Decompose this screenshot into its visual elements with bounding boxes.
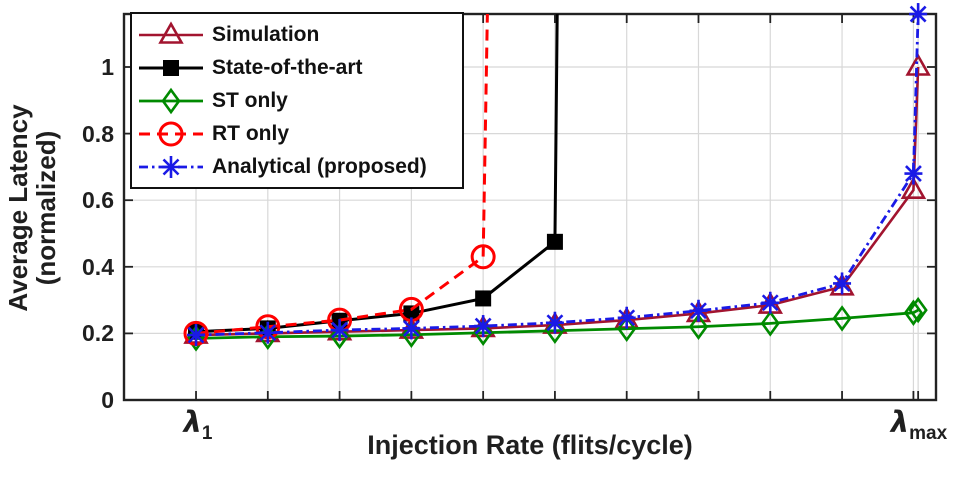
asterisk-marker-icon [904,162,923,185]
diamond-marker-icon [903,299,924,326]
square-marker-icon [475,290,492,307]
lambda1-subscript: 1 [201,422,213,444]
legend-label-state-of-the-art: State-of-the-art [212,55,363,79]
plot-frame [122,12,938,402]
diamond-marker-icon [161,87,181,114]
legend-item-st-only: ST only [139,85,462,116]
legend-item-state-of-the-art: State-of-the-art [139,52,462,83]
y-tick-label: 0.8 [82,120,114,147]
asterisk-marker-icon [545,311,564,334]
y-tick-label: 0.6 [82,187,114,214]
y-axis-label-line1: Average Latency [3,104,33,312]
triangle-marker-icon [158,20,184,44]
asterisk-marker-icon [833,272,852,295]
asterisk-marker-icon [402,317,421,340]
series-st-only [186,296,928,352]
asterisk-marker-icon [474,315,493,338]
y-axis-label: Average Latency (normalized) [3,15,62,401]
legend-item-rt-only: RT only [139,118,462,149]
legend-item-analytical-proposed: Analytical (proposed) [139,151,462,182]
asterisk-marker-icon [330,319,349,342]
series-line-analytical-proposed [195,14,920,337]
diamond-marker-icon [617,315,637,342]
lambdamax-symbol: λ [890,405,910,439]
square-marker-icon [546,233,563,250]
circle-marker-icon [470,244,496,270]
x-axis-label: Injection Rate (flits/cycle) [367,430,693,460]
diamond-marker-icon [401,321,421,348]
diamond-marker-icon [329,322,350,350]
legend-label-rt-only: RT only [212,121,289,145]
series-line-st-only [195,308,919,340]
x-tick-label-lambda1: λ1 [168,405,228,443]
diamond-marker-icon [832,305,852,332]
legend-sample-st-only [139,87,203,114]
asterisk-marker-icon [258,321,277,344]
diamond-marker-icon [760,310,780,337]
lambda1-symbol: λ [183,405,202,439]
diamond-marker-icon [908,296,928,324]
asterisk-marker-icon [909,3,928,26]
diamond-marker-icon [688,313,709,340]
asterisk-marker-icon [617,306,636,329]
legend-sample-analytical-proposed [139,155,203,178]
diamond-marker-icon [473,319,493,346]
series-analytical-proposed [187,3,928,347]
asterisk-marker-icon [689,299,708,322]
y-axis-label-line2: (normalized) [31,130,61,286]
legend-label-simulation: Simulation [212,22,320,46]
triangle-marker-icon [900,176,927,200]
circle-marker-icon [158,121,184,146]
asterisk-marker-icon [162,155,180,178]
y-tick-label: 0.2 [82,320,114,347]
legend-sample-simulation [139,20,203,44]
y-tick-label: 0.4 [82,253,114,280]
legend-item-simulation: Simulation [139,19,462,50]
legend-sample-rt-only [139,121,203,146]
x-tick-label-lambdamax: λmax [880,405,958,443]
legend-sample-state-of-the-art [139,59,203,76]
legend-label-analytical-proposed: Analytical (proposed) [212,154,427,178]
square-marker-icon [403,305,420,322]
legend: Simulation State-of-the-art ST only RT only… [130,12,464,189]
triangle-marker-icon [905,53,931,76]
lambdamax-subscript: max [909,422,948,444]
square-marker-icon [163,59,179,76]
y-tick-label: 0 [101,387,114,413]
series-line-simulation [195,66,920,337]
legend-label-st-only: ST only [212,88,288,112]
y-tick-label: 1 [101,54,114,80]
asterisk-marker-icon [761,291,780,314]
asterisk-marker-icon [187,324,206,347]
